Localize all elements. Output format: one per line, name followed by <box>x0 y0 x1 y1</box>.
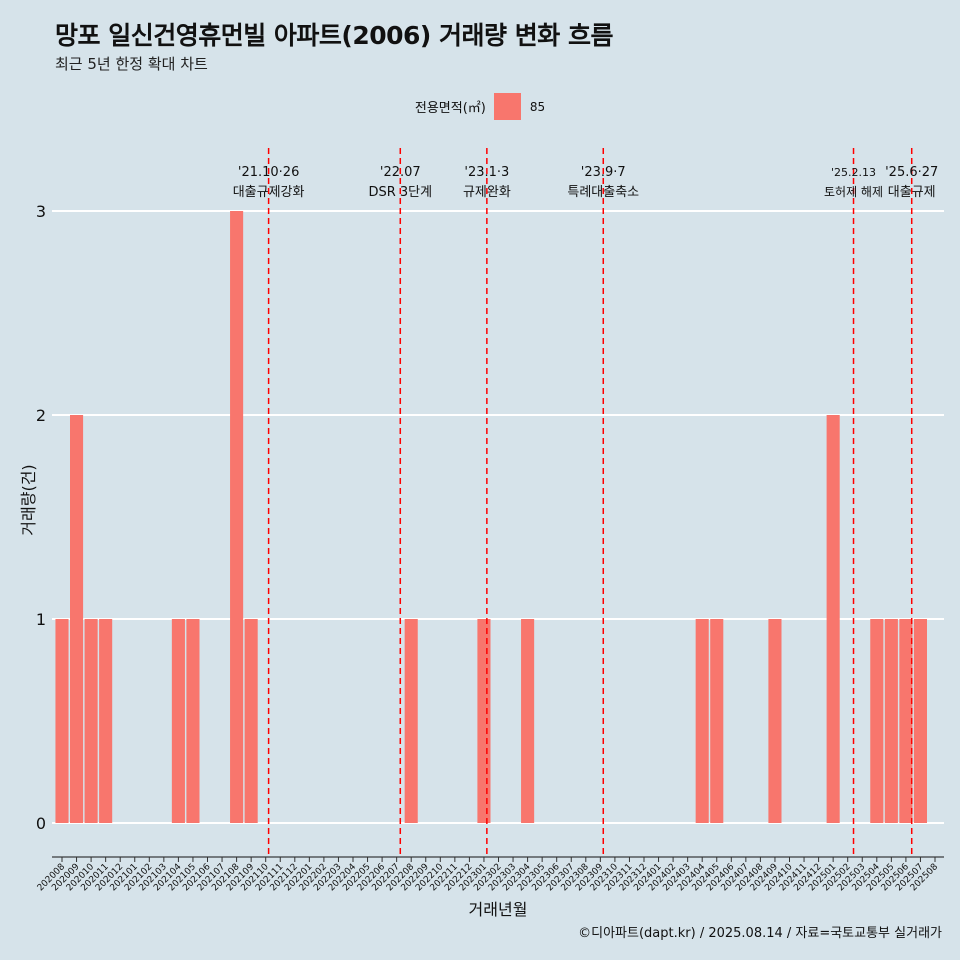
y-tick-label: 1 <box>36 610 46 629</box>
y-tick-label: 2 <box>36 406 46 425</box>
legend: 전용면적(㎡) 85 <box>0 93 960 120</box>
legend-label-85: 85 <box>529 99 546 114</box>
bar-202109 <box>244 619 258 823</box>
chart-subtitle: 최근 5년 한정 확대 차트 <box>55 55 208 73</box>
credit-text: ©디아파트(dapt.kr) / 2025.08.14 / 자료=국토교통부 실… <box>578 926 942 941</box>
bar-202104 <box>171 619 185 823</box>
annotation-date-0: '21.10·26 <box>238 165 299 180</box>
bar-202405 <box>710 619 724 823</box>
x-axis-title: 거래년월 <box>469 900 528 919</box>
legend-title: 전용면적(㎡) <box>414 101 486 116</box>
annotation-date-4: '25.2.13 <box>831 166 876 179</box>
bar-202009 <box>70 415 84 823</box>
bar-202304 <box>521 619 535 823</box>
bar-202105 <box>186 619 200 823</box>
bar-202108 <box>230 211 244 823</box>
bar-202011 <box>99 619 113 823</box>
bar-202504 <box>870 619 884 823</box>
bar-202208 <box>404 619 418 823</box>
bar-202010 <box>84 619 98 823</box>
annotation-label-2: 규제완화 <box>463 185 511 200</box>
bar-202301 <box>477 619 491 823</box>
bar-202507 <box>913 619 927 823</box>
annotation-label-5: 대출규제 <box>888 185 936 200</box>
annotation-date-3: '23.9·7 <box>581 165 626 180</box>
bar-202404 <box>695 619 709 823</box>
bar-202409 <box>768 619 782 823</box>
bar-202506 <box>899 619 913 823</box>
bar-202501 <box>826 415 840 823</box>
bar-202505 <box>884 619 898 823</box>
y-tick-label: 0 <box>36 814 46 833</box>
annotation-date-1: '22.07 <box>380 165 421 180</box>
annotation-label-0: 대출규제강화 <box>233 185 305 200</box>
y-axis-title: 거래량(건) <box>19 464 38 535</box>
annotation-date-5: '25.6·27 <box>885 165 938 180</box>
annotation-date-2: '23.1·3 <box>464 165 509 180</box>
annotation-label-3: 특례대출축소 <box>567 185 639 200</box>
annotation-label-1: DSR 3단계 <box>368 185 432 200</box>
bar-202008 <box>55 619 69 823</box>
y-tick-label: 3 <box>36 202 46 221</box>
legend-key-85 <box>493 93 521 120</box>
chart-title: 망포 일신건영휴먼빌 아파트(2006) 거래량 변화 흐름 <box>55 21 613 50</box>
annotation-label-4: 토허제 해제 <box>824 185 883 199</box>
